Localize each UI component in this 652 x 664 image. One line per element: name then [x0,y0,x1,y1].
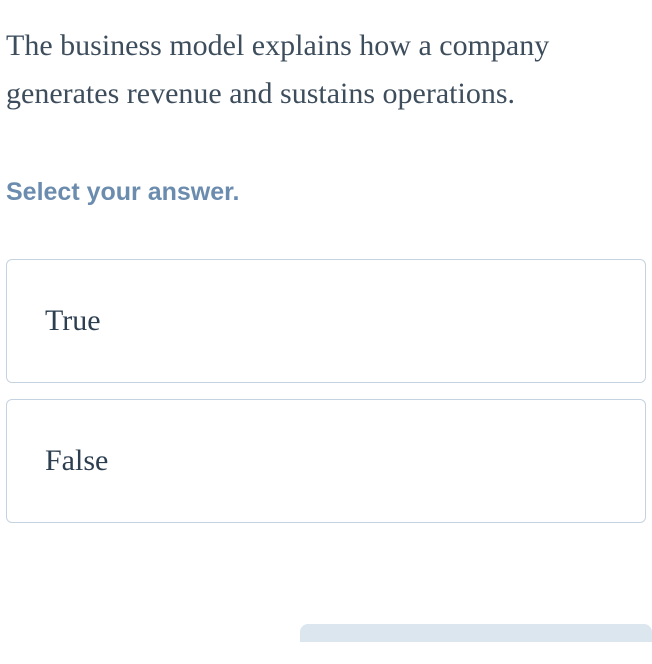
question-text: The business model explains how a compan… [6,22,646,118]
answer-option-false[interactable]: False [6,399,646,523]
prompt-label: Select your answer. [6,178,646,207]
answer-option-true[interactable]: True [6,259,646,383]
submit-button[interactable] [300,624,652,642]
